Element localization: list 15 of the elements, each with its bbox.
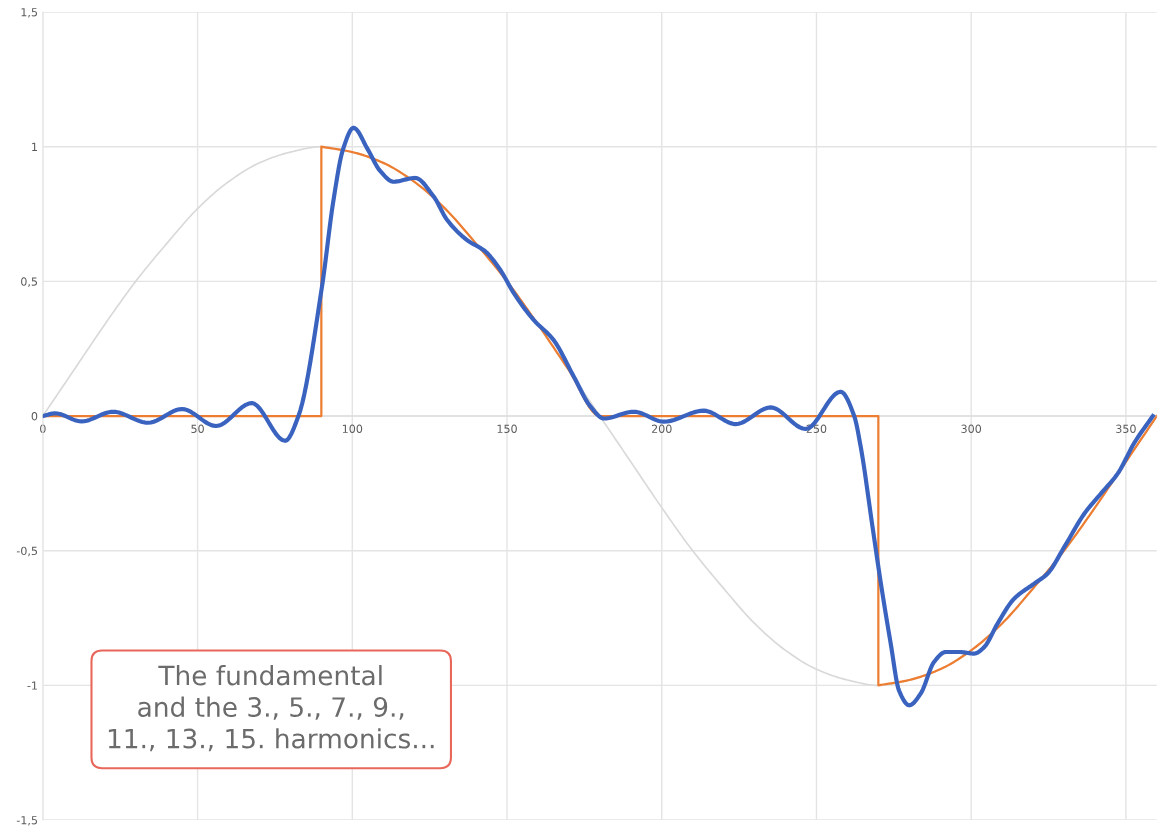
- y-tick-label: -0,5: [16, 546, 38, 557]
- y-tick-label: -1,5: [16, 816, 38, 826]
- x-tick-label: 0: [40, 424, 46, 433]
- x-tick-label: 200: [651, 424, 672, 433]
- annotation: The fundamental and the 3., 5., 7., 9., 11., 13., 15. harmonics...: [108, 665, 434, 752]
- y-tick-label: 0,5: [21, 277, 38, 287]
- y-tick-label: 0: [31, 412, 38, 421]
- x-tick-label: 100: [342, 424, 363, 433]
- x-tick-label: 350: [1116, 424, 1136, 433]
- y-tick-label: 1,5: [21, 8, 38, 18]
- y-tick-label: -1: [27, 681, 37, 690]
- x-tick-label: 150: [497, 424, 517, 433]
- y-tick-label: 1: [32, 142, 37, 151]
- x-tick-label: 300: [961, 424, 982, 433]
- x-tick-label: 50: [191, 424, 204, 433]
